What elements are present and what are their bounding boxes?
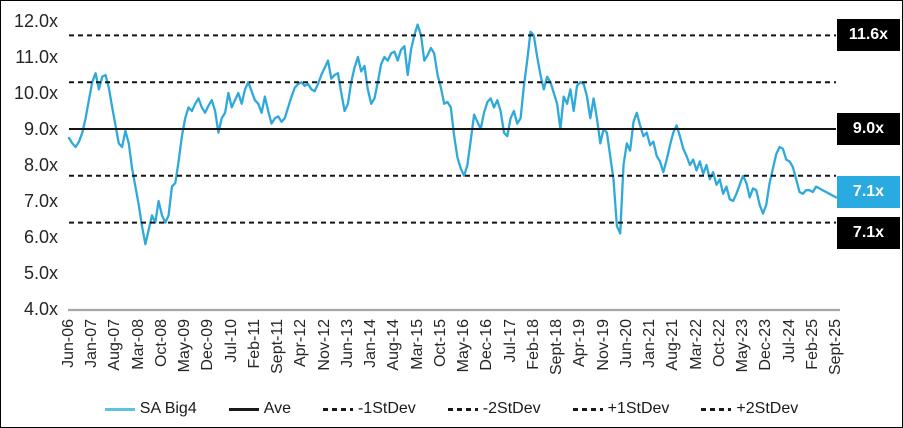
- x-tick-label: Feb-18: [525, 319, 542, 370]
- y-tick-label: 10.0x: [13, 83, 58, 103]
- line-swatch-icon: [228, 407, 259, 411]
- dashed-line-swatch-icon: [447, 407, 478, 411]
- value-label-9-0x: 9.0x: [837, 113, 900, 145]
- x-tick-label: Oct-08: [153, 319, 170, 368]
- x-tick-label: Jul-17: [502, 319, 519, 363]
- legend-item-plus-2stdev: +2StDev: [701, 400, 798, 418]
- x-tick-label: Oct-22: [711, 319, 728, 368]
- x-tick-label: Nov-12: [316, 319, 333, 371]
- x-tick-label: Feb-25: [804, 319, 821, 370]
- y-tick-label: 9.0x: [23, 119, 58, 139]
- y-tick-label: 8.0x: [23, 155, 58, 175]
- legend-label: -1StDev: [358, 400, 416, 417]
- x-tick-label: Dec-09: [199, 319, 216, 371]
- x-tick-label: Mar-08: [130, 319, 147, 370]
- x-tick-label: Sept-25: [827, 319, 844, 376]
- dashed-line-swatch-icon: [701, 407, 732, 411]
- y-tick-label: 6.0x: [23, 227, 58, 247]
- x-tick-label: Nov-19: [595, 319, 612, 371]
- legend: SA Big4 Ave -1StDev -2StDev +1StDev +2StDev: [1, 395, 902, 423]
- value-label-7-1x: 7.1x: [837, 217, 900, 249]
- x-tick-label: Jun-20: [618, 319, 635, 368]
- x-tick-label: Jul-24: [781, 319, 798, 363]
- x-tick-label: Jul-10: [223, 319, 240, 363]
- y-tick-label: 12.0x: [13, 11, 58, 31]
- x-tick-label: Apr-12: [292, 319, 309, 368]
- x-tick-label: Aug-21: [664, 319, 681, 371]
- x-tick-label: Oct-15: [432, 319, 449, 368]
- x-tick-label: Aug-14: [385, 319, 402, 371]
- legend-label: +1StDev: [607, 400, 670, 417]
- legend-item-ave: Ave: [228, 400, 291, 418]
- legend-label: SA Big4: [139, 400, 197, 417]
- legend-item-minus-2stdev: -2StDev: [447, 400, 541, 418]
- legend-item-plus-1stdev: +1StDev: [572, 400, 670, 418]
- dashed-line-swatch-icon: [572, 407, 603, 411]
- x-tick-label: Jun-06: [60, 319, 77, 368]
- x-tick-label: Mar-15: [409, 319, 426, 370]
- series-line-sa-big4: [67, 23, 838, 246]
- x-tick-label: Aug-07: [106, 319, 123, 371]
- x-tick-label: Dec-16: [478, 319, 495, 371]
- legend-item-minus-1stdev: -1StDev: [323, 400, 416, 418]
- x-tick-label: Feb-11: [246, 319, 263, 369]
- y-tick-label: 7.0x: [23, 191, 58, 211]
- x-tick-label: Jan-07: [83, 319, 100, 368]
- x-tick-label: Jan-21: [641, 319, 658, 368]
- x-tick-label: May-23: [734, 319, 751, 373]
- x-tick-label: Mar-22: [688, 319, 705, 370]
- x-tick-label: Dec-23: [757, 319, 774, 371]
- value-label-11-6x: 11.6x: [837, 19, 900, 51]
- x-tick-label: Apr-19: [571, 319, 588, 368]
- x-tick-label: Jan-14: [362, 319, 379, 368]
- legend-label: -2StDev: [482, 400, 541, 417]
- y-tick-label: 5.0x: [23, 263, 58, 283]
- legend-label: +2StDev: [736, 400, 799, 417]
- value-label-7-1x: 7.1x: [837, 176, 900, 208]
- y-tick-label: 11.0x: [15, 47, 58, 67]
- x-tick-label: Jun-13: [339, 319, 356, 368]
- legend-label: Ave: [263, 400, 291, 417]
- legend-item-sa-big4: SA Big4: [104, 400, 197, 418]
- line-swatch-icon: [104, 407, 135, 411]
- dashed-line-swatch-icon: [323, 407, 353, 411]
- x-tick-label: May-16: [455, 319, 472, 373]
- x-tick-label: Sept-18: [548, 319, 565, 376]
- y-tick-label: 4.0x: [23, 299, 58, 319]
- x-tick-label: May-09: [176, 319, 193, 373]
- x-tick-label: Sept-11: [269, 319, 286, 374]
